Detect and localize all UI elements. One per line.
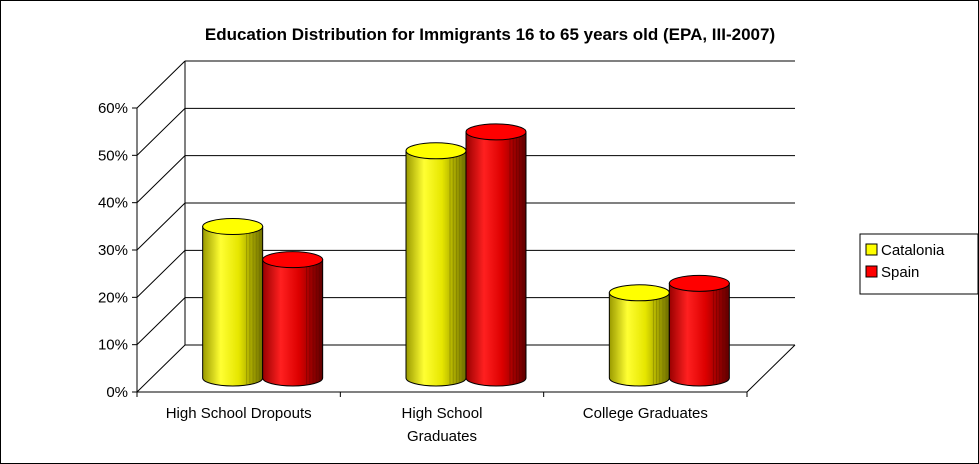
axes: 0% 10% 20% 30% 40% 50% 60% [98, 100, 796, 401]
y-tick-label: 20% [98, 289, 128, 306]
legend-box [859, 233, 979, 295]
y-tick-label: 50% [98, 147, 128, 164]
bar-top [465, 123, 527, 141]
bar-top [202, 218, 264, 236]
bar-spain [465, 123, 527, 387]
bar-spain [668, 274, 730, 387]
gridline-depth [136, 155, 186, 204]
bar-top [262, 251, 324, 269]
legend-swatch-catalonia [865, 243, 878, 256]
bar-top [608, 284, 670, 302]
gridline-depth [136, 202, 186, 251]
gridline-depth [136, 344, 186, 393]
floor-edge [746, 344, 796, 393]
y-tick-label: 60% [98, 100, 128, 117]
legend-swatch-spain [865, 265, 878, 278]
gridline-depth [136, 60, 186, 109]
bars [202, 123, 730, 387]
y-tick-label: 30% [98, 242, 128, 259]
y-tick-label: 0% [106, 384, 128, 401]
gridline-depth [136, 249, 186, 298]
legend: Catalonia Spain [859, 233, 979, 295]
bar-catalonia [202, 218, 264, 387]
bar-catalonia [405, 142, 467, 387]
chart-title: Education Distribution for Immigrants 16… [205, 25, 775, 44]
bar-body [202, 226, 264, 387]
bar-top [405, 142, 467, 160]
legend-label-spain: Spain [881, 264, 919, 281]
bar-body [668, 282, 730, 387]
bar-body [465, 131, 527, 387]
legend-label-catalonia: Catalonia [881, 242, 945, 259]
bar-catalonia [608, 284, 670, 387]
x-tick-label: High School [402, 405, 483, 422]
y-tick-label: 10% [98, 337, 128, 354]
bar-body [608, 292, 670, 387]
x-tick-label: High School Dropouts [166, 405, 312, 422]
bar-body [405, 150, 467, 387]
gridline-depth [136, 107, 186, 156]
bar-top [668, 274, 730, 292]
x-tick-label: Graduates [407, 428, 477, 445]
bar-spain [262, 251, 324, 387]
y-tick-label: 40% [98, 195, 128, 212]
gridline-depth [136, 297, 186, 346]
category-labels: High School Dropouts High School Graduates… [166, 405, 708, 445]
bar-body [262, 259, 324, 387]
x-tick-label: College Graduates [583, 405, 708, 422]
